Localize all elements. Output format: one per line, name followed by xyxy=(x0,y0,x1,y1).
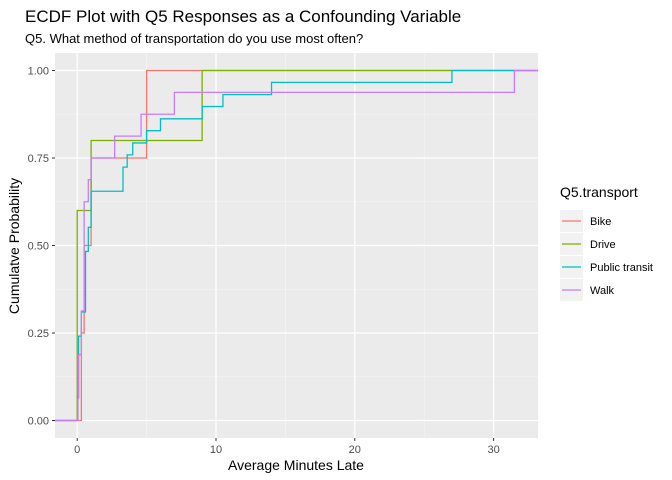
y-axis: 0.00 0.25 0.50 0.75 1.00 xyxy=(28,66,55,428)
x-tick-label: 30 xyxy=(487,444,499,456)
y-tick-label: 1.00 xyxy=(28,66,49,78)
legend-label: Public transit xyxy=(590,262,653,274)
legend-label: Walk xyxy=(590,285,615,297)
y-axis-title: Cumulatve Probability xyxy=(6,178,22,314)
legend: Q5.transport Bike Drive Public transit Walk xyxy=(560,184,653,301)
x-tick-label: 10 xyxy=(210,444,222,456)
legend-label: Drive xyxy=(590,239,616,251)
x-tick-label: 0 xyxy=(74,444,80,456)
x-axis: 0 10 20 30 xyxy=(74,438,500,456)
y-tick-label: 0.50 xyxy=(28,241,49,253)
series-line-walk xyxy=(55,69,538,422)
x-tick-label: 20 xyxy=(349,444,361,456)
y-tick-label: 0.75 xyxy=(28,153,49,165)
x-axis-title: Average Minutes Late xyxy=(228,457,364,473)
legend-label: Bike xyxy=(590,216,611,228)
major-gridlines xyxy=(55,53,538,438)
legend-title: Q5.transport xyxy=(560,184,638,200)
series-lines xyxy=(55,69,538,422)
series-line-bike xyxy=(55,69,538,422)
chart-subtitle: Q5. What method of transportation do you… xyxy=(25,31,363,46)
y-tick-label: 0.25 xyxy=(28,328,49,340)
y-tick-label: 0.00 xyxy=(28,416,49,428)
chart-title: ECDF Plot with Q5 Responses as a Confoun… xyxy=(25,7,461,26)
